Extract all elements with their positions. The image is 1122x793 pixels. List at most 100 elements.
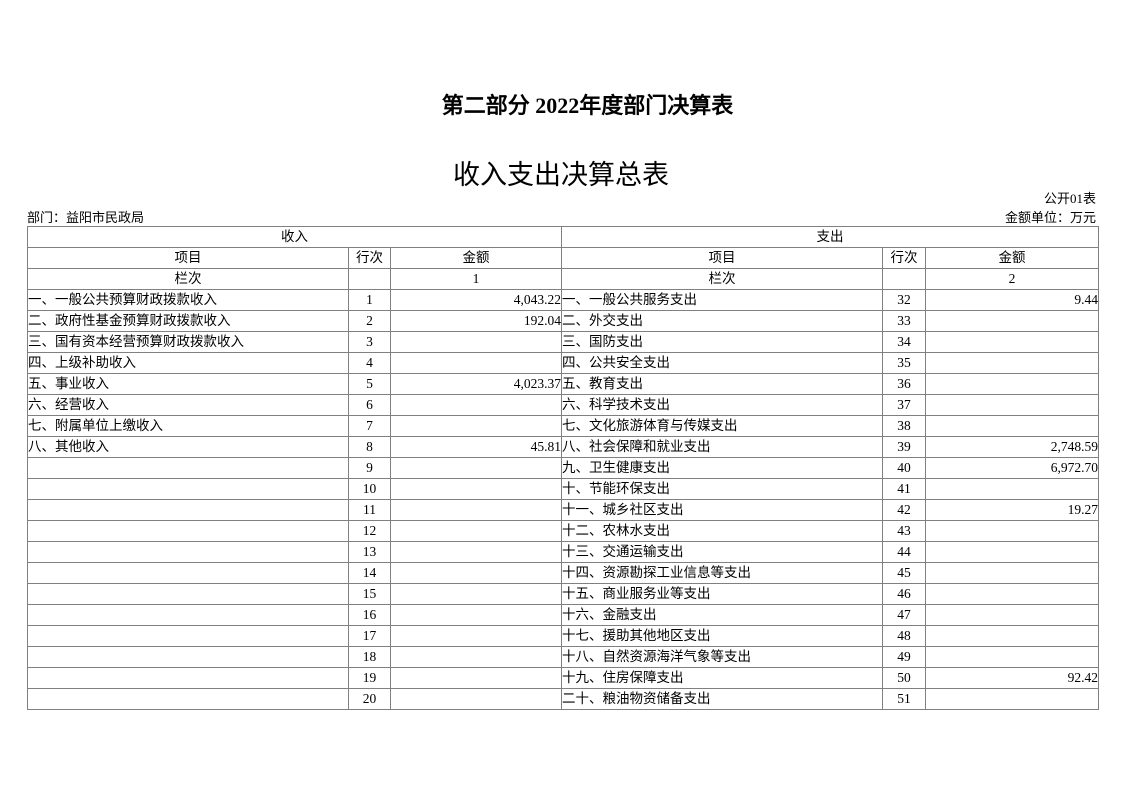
expense-item-header: 项目 [561, 247, 884, 269]
expense-rowno-header: 行次 [882, 247, 927, 269]
table-row: 13 十三、交通运输支出 44 [27, 541, 1100, 563]
income-row-no: 2 [348, 310, 391, 332]
expense-row-no: 34 [882, 331, 927, 353]
income-amount [389, 541, 563, 563]
income-item: 八、其他收入 [27, 436, 349, 458]
expense-row-no: 32 [882, 289, 927, 311]
table-row: 15 十五、商业服务业等支出 46 [27, 583, 1100, 605]
expense-row-no: 35 [882, 352, 927, 374]
table-row: 14 十四、资源勘探工业信息等支出 45 [27, 562, 1100, 584]
table-row: 七、附属单位上缴收入 7 七、文化旅游体育与传媒支出 38 [27, 415, 1100, 437]
expense-item: 十二、农林水支出 [561, 520, 884, 542]
income-item-header: 项目 [27, 247, 349, 269]
income-item [27, 541, 349, 563]
expense-amount-header: 金额 [925, 247, 1100, 269]
expense-row-no: 42 [882, 499, 927, 521]
income-item: 六、经营收入 [27, 394, 349, 416]
income-row-no: 17 [348, 625, 391, 647]
income-amount [389, 583, 563, 605]
table-row: 五、事业收入 5 4,023.37 五、教育支出 36 [27, 373, 1100, 395]
income-row-no: 13 [348, 541, 391, 563]
expense-row-no: 36 [882, 373, 927, 395]
income-amount [389, 457, 563, 479]
table-row: 10 十、节能环保支出 41 [27, 478, 1100, 500]
income-amount [389, 604, 563, 626]
expense-amount [925, 352, 1100, 374]
expense-item: 十九、住房保障支出 [561, 667, 884, 689]
expense-amount [925, 478, 1100, 500]
expense-item: 五、教育支出 [561, 373, 884, 395]
income-amount [389, 688, 563, 710]
table-row: 四、上级补助收入 4 四、公共安全支出 35 [27, 352, 1100, 374]
income-row-no: 18 [348, 646, 391, 668]
expense-amount: 19.27 [925, 499, 1100, 521]
expense-amount [925, 688, 1100, 710]
table-row: 三、国有资本经营预算财政拨款收入 3 三、国防支出 34 [27, 331, 1100, 353]
income-item [27, 646, 349, 668]
empty-cell [348, 268, 391, 290]
income-item [27, 562, 349, 584]
expense-item: 十三、交通运输支出 [561, 541, 884, 563]
table-row: 11 十一、城乡社区支出 42 19.27 [27, 499, 1100, 521]
income-amount [389, 331, 563, 353]
income-item: 五、事业收入 [27, 373, 349, 395]
expense-item: 二、外交支出 [561, 310, 884, 332]
expense-header: 支出 [561, 226, 1100, 248]
income-row-no: 6 [348, 394, 391, 416]
expense-amount: 92.42 [925, 667, 1100, 689]
income-row-no: 19 [348, 667, 391, 689]
income-item [27, 499, 349, 521]
expense-item: 十七、援助其他地区支出 [561, 625, 884, 647]
expense-row-no: 48 [882, 625, 927, 647]
column-index-row: 栏次 1 栏次 2 [27, 268, 1100, 290]
table-row: 9 九、卫生健康支出 40 6,972.70 [27, 457, 1100, 479]
expense-amount [925, 604, 1100, 626]
income-amount [389, 478, 563, 500]
empty-cell [882, 268, 927, 290]
income-row-no: 8 [348, 436, 391, 458]
income-item [27, 583, 349, 605]
income-amount [389, 415, 563, 437]
income-row-no: 11 [348, 499, 391, 521]
income-amount [389, 646, 563, 668]
income-row-no: 4 [348, 352, 391, 374]
income-amount [389, 520, 563, 542]
income-item: 七、附属单位上缴收入 [27, 415, 349, 437]
income-amount: 45.81 [389, 436, 563, 458]
expense-item: 十八、自然资源海洋气象等支出 [561, 646, 884, 668]
table-row: 六、经营收入 6 六、科学技术支出 37 [27, 394, 1100, 416]
income-row-no: 1 [348, 289, 391, 311]
expense-amount [925, 373, 1100, 395]
income-item: 四、上级补助收入 [27, 352, 349, 374]
expense-amount [925, 646, 1100, 668]
expense-item: 七、文化旅游体育与传媒支出 [561, 415, 884, 437]
expense-item: 十五、商业服务业等支出 [561, 583, 884, 605]
income-amount-header: 金额 [389, 247, 563, 269]
income-amount [389, 562, 563, 584]
income-expense-table: 收入 支出 项目 行次 金额 项目 行次 金额 栏次 1 栏次 2 一、一般公共… [26, 226, 1100, 710]
expense-amount [925, 310, 1100, 332]
expense-column-index: 2 [925, 268, 1100, 290]
expense-amount [925, 583, 1100, 605]
table-row: 16 十六、金融支出 47 [27, 604, 1100, 626]
table-row: 八、其他收入 8 45.81 八、社会保障和就业支出 39 2,748.59 [27, 436, 1100, 458]
expense-row-no: 40 [882, 457, 927, 479]
page-title: 第二部分 2022年度部门决算表 [441, 93, 734, 118]
expense-amount [925, 520, 1100, 542]
expense-amount [925, 625, 1100, 647]
expense-row-no: 37 [882, 394, 927, 416]
income-item [27, 457, 349, 479]
income-amount [389, 394, 563, 416]
expense-item: 十六、金融支出 [561, 604, 884, 626]
table-row: 19 十九、住房保障支出 50 92.42 [27, 667, 1100, 689]
table-row: 20 二十、粮油物资储备支出 51 [27, 688, 1100, 710]
department-label: 部门：益阳市民政局 [27, 210, 145, 225]
income-amount [389, 667, 563, 689]
income-row-no: 3 [348, 331, 391, 353]
expense-row-no: 39 [882, 436, 927, 458]
expense-amount [925, 541, 1100, 563]
expense-row-no: 38 [882, 415, 927, 437]
income-header: 收入 [26, 226, 563, 248]
expense-item: 六、科学技术支出 [561, 394, 884, 416]
income-column-label: 栏次 [27, 268, 349, 290]
